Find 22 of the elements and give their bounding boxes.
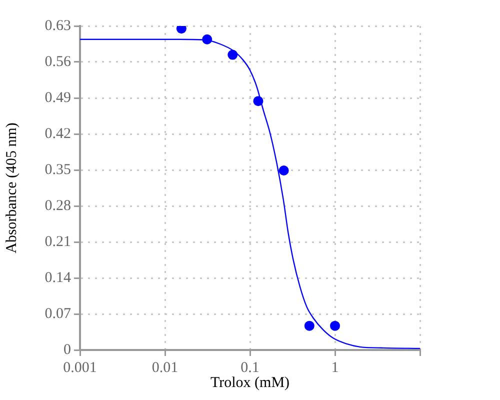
x-tick-label: 0.1 (240, 360, 260, 376)
point (330, 320, 340, 331)
x-tick-label: 1 (331, 360, 339, 376)
point (202, 34, 212, 44)
x-tick-label: 0.01 (152, 360, 178, 376)
point (304, 320, 314, 331)
x-tick-label: 0.001 (63, 360, 97, 376)
y-tick-label: 0 (64, 342, 71, 358)
y-tick-label: 0.21 (44, 234, 71, 250)
y-tick-label: 0.28 (44, 198, 71, 214)
y-tick-label: 0.35 (44, 162, 71, 178)
y-tick-label: 0.49 (44, 90, 71, 106)
y-axis-title: Absorbance (405 nm) (4, 122, 20, 254)
y-tick-label: 0.56 (44, 54, 72, 70)
y-tick-label: 0.63 (44, 18, 71, 34)
point (278, 166, 289, 176)
point (228, 50, 238, 60)
y-tick-label: 0.42 (44, 126, 71, 142)
point (253, 96, 264, 106)
x-axis-title: Trolox (mM) (210, 374, 290, 391)
y-tick-label: 0.14 (44, 270, 72, 286)
y-tick-label: 0.07 (44, 306, 72, 322)
